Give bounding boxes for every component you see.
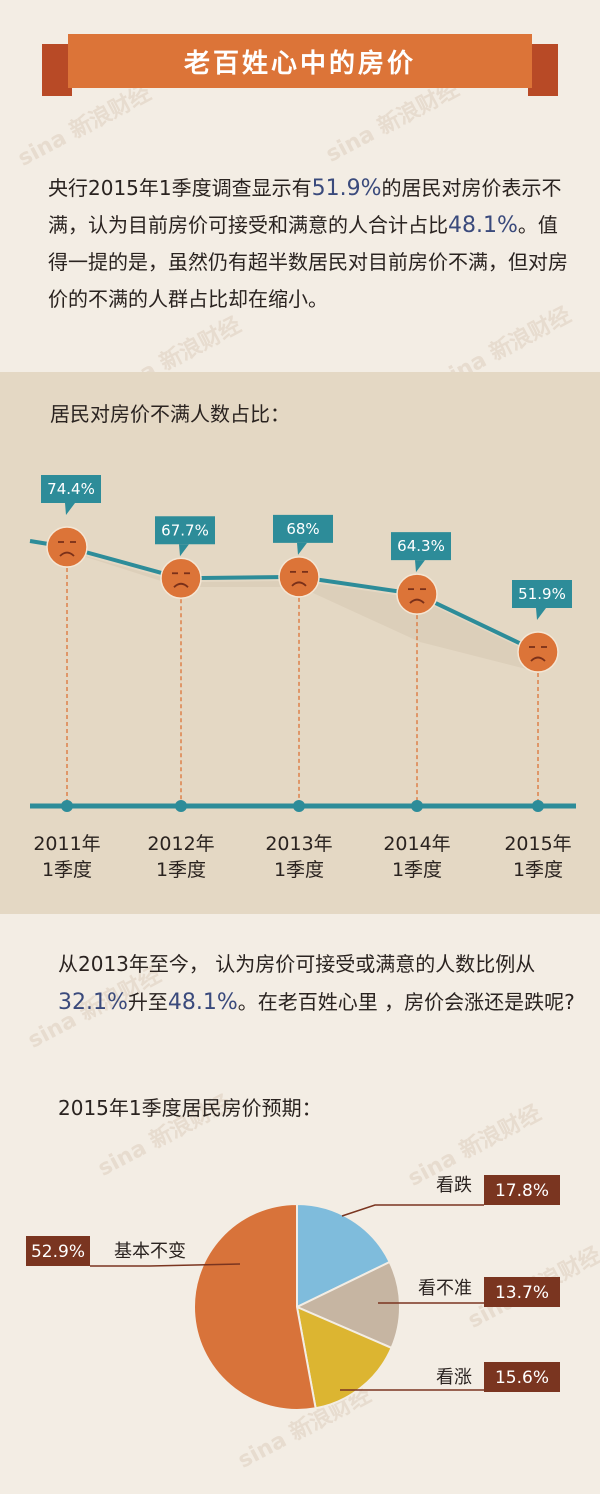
x-tick-label: 1季度: [156, 859, 206, 881]
value-label-pointer: [536, 608, 546, 620]
sad-face-icon: [396, 573, 438, 615]
pie-value-box: [484, 1362, 560, 1392]
pie-category-label: 基本不变: [114, 1241, 186, 1262]
line-chart-panel: 居民对房价不满人数占比： 74.4% 2011年 1季度 67.7% 2012年 1季度 6…: [0, 372, 600, 914]
banner-ribbon-right: [528, 44, 558, 96]
pie-category-label: 看涨: [436, 1367, 472, 1388]
face-mouth: [291, 581, 307, 587]
sad-face-icon: [160, 557, 202, 600]
value-label-box: [512, 580, 572, 608]
pie-category-label: 看不准: [418, 1278, 472, 1299]
intro-text: 。值得一提的是，虽然仍有超半数居民对目前房价不满，但对房价的不满的人群占比却在缩…: [48, 213, 568, 311]
pie-value-label: 15.6%: [495, 1368, 549, 1388]
pie-leader-line: [341, 1204, 484, 1217]
value-label-pointer: [415, 560, 425, 573]
value-label: 68%: [286, 520, 319, 538]
axis-tick-dot: [175, 800, 187, 812]
middle-highlight: 48.1%: [167, 990, 238, 1015]
x-tick-label: 2014年: [383, 833, 450, 855]
pie-value-label: 52.9%: [31, 1242, 85, 1262]
line-chart: 74.4% 2011年 1季度 67.7% 2012年 1季度 68% 2013年 1季度 64.…: [29, 475, 576, 881]
intro-highlight: 48.1%: [448, 213, 518, 238]
middle-text: 升至: [127, 990, 168, 1014]
watermark: sina 新浪财经: [463, 1242, 600, 1334]
data-point: [396, 573, 438, 615]
middle-text: 。在老百姓心里 ，房价会涨还是跌呢?: [237, 990, 575, 1014]
line-chart-title: 居民对房价不满人数占比：: [50, 402, 290, 426]
x-tick-label: 2015年: [504, 833, 571, 855]
pie-slice: [193, 1202, 317, 1411]
x-tick-label: 1季度: [42, 859, 92, 881]
data-point: [517, 631, 559, 673]
x-tick-label: 1季度: [513, 859, 563, 881]
value-label-box: [273, 514, 333, 543]
value-label: 64.3%: [397, 537, 445, 555]
pie-slice: [296, 1202, 391, 1309]
data-point: [160, 557, 202, 600]
value-label-box: [391, 532, 451, 561]
value-label-box: [155, 516, 215, 545]
axis-tick-dot: [293, 800, 305, 812]
axis-tick-dot: [61, 800, 73, 812]
pie-value-box: [26, 1236, 90, 1266]
sad-face-icon: [517, 631, 559, 673]
intro-paragraph: 央行2015年1季度调查显示有51.9%的居民对房价表示不满，认为目前房价可接受…: [48, 170, 568, 318]
pie-slice: [294, 1260, 401, 1350]
data-point: [46, 526, 88, 568]
value-label-pointer: [179, 544, 189, 557]
line-shadow: [67, 551, 538, 672]
intro-text: 央行2015年1季度调查显示有: [48, 176, 312, 200]
x-tick-label: 2013年: [265, 833, 332, 855]
x-tick-label: 2012年: [147, 833, 214, 855]
value-label-box: [41, 475, 101, 503]
pie-value-label: 17.8%: [495, 1181, 549, 1201]
face-mouth: [173, 582, 189, 588]
face-mouth: [59, 551, 75, 557]
middle-text: 从2013年至今， 认为房价可接受或满意的人数比例从: [58, 952, 536, 976]
middle-paragraph: 从2013年至今， 认为房价可接受或满意的人数比例从 32.1%升至48.1%。在…: [58, 945, 578, 1022]
x-tick-label: 1季度: [274, 859, 324, 881]
value-label-pointer: [65, 503, 75, 515]
face-mouth: [530, 656, 546, 662]
pie-chart-title: 2015年1季度居民房价预期：: [58, 1096, 322, 1120]
data-point: [278, 556, 320, 598]
pie-value-box: [484, 1175, 560, 1205]
x-tick-label: 2011年: [33, 833, 100, 855]
value-label: 67.7%: [161, 521, 209, 539]
intro-highlight: 51.9%: [311, 176, 382, 201]
x-tick-label: 1季度: [392, 859, 442, 881]
middle-highlight: 32.1%: [58, 990, 128, 1015]
watermark: sina 新浪财经: [233, 1382, 376, 1474]
sad-face-icon: [278, 556, 320, 598]
value-label: 51.9%: [518, 585, 566, 603]
value-label: 74.4%: [47, 480, 95, 498]
axis-tick-dot: [532, 800, 544, 812]
watermark: sina 新浪财经: [403, 1100, 546, 1192]
intro-text: 的居民对房价表示不满，认为目前房价可接受和满意的人合计占比: [48, 176, 562, 237]
pie-leader-line: [90, 1263, 241, 1267]
sad-face-icon: [46, 526, 88, 568]
value-label-pointer: [297, 542, 307, 555]
title-banner: 老百姓心中的房价: [42, 34, 558, 96]
banner-ribbon-left: [42, 44, 72, 96]
face-mouth: [409, 598, 425, 604]
axis-tick-dot: [411, 800, 423, 812]
page-title: 老百姓心中的房价: [68, 34, 532, 88]
